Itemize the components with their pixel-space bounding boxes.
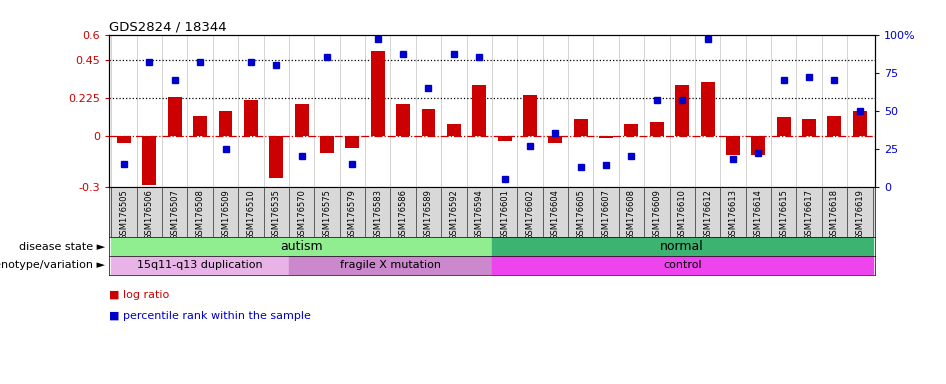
Bar: [143, 136, 156, 185]
Bar: [371, 51, 385, 136]
Bar: [802, 119, 816, 136]
Bar: [270, 136, 283, 178]
Bar: [219, 111, 233, 136]
Bar: [492, 256, 872, 275]
Text: 15q11-q13 duplication: 15q11-q13 duplication: [137, 260, 263, 270]
Bar: [828, 116, 841, 136]
Text: fragile X mutation: fragile X mutation: [340, 260, 441, 270]
Text: GSM176535: GSM176535: [272, 189, 281, 240]
Bar: [573, 119, 587, 136]
Text: GSM176613: GSM176613: [728, 189, 738, 240]
Bar: [294, 104, 308, 136]
Text: GSM176615: GSM176615: [780, 189, 788, 240]
Text: GSM176610: GSM176610: [677, 189, 687, 240]
Bar: [117, 136, 131, 143]
Text: GSM176586: GSM176586: [398, 189, 408, 240]
Text: disease state ►: disease state ►: [19, 242, 105, 252]
Text: GSM176601: GSM176601: [500, 189, 509, 240]
Text: normal: normal: [660, 240, 704, 253]
Text: GSM176507: GSM176507: [170, 189, 179, 240]
Bar: [599, 136, 613, 137]
Text: control: control: [663, 260, 702, 270]
Bar: [244, 101, 258, 136]
Text: GSM176575: GSM176575: [323, 189, 331, 240]
Text: GSM176614: GSM176614: [754, 189, 762, 240]
Text: ■ percentile rank within the sample: ■ percentile rank within the sample: [109, 311, 310, 321]
Text: GSM176604: GSM176604: [551, 189, 560, 240]
Bar: [422, 109, 435, 136]
Bar: [549, 136, 562, 143]
Text: genotype/variation ►: genotype/variation ►: [0, 260, 105, 270]
Text: GSM176609: GSM176609: [653, 189, 661, 240]
Bar: [498, 136, 512, 141]
Text: GSM176508: GSM176508: [196, 189, 204, 240]
Text: GSM176510: GSM176510: [246, 189, 255, 240]
Text: GSM176605: GSM176605: [576, 189, 586, 240]
Bar: [701, 82, 714, 136]
Text: GSM176607: GSM176607: [602, 189, 610, 240]
Bar: [289, 256, 492, 275]
Bar: [492, 237, 872, 256]
Text: GSM176579: GSM176579: [348, 189, 357, 240]
Bar: [167, 97, 182, 136]
Bar: [193, 116, 207, 136]
Text: GSM176608: GSM176608: [627, 189, 636, 240]
Text: GSM176583: GSM176583: [374, 189, 382, 240]
Text: GSM176589: GSM176589: [424, 189, 433, 240]
Bar: [112, 256, 289, 275]
Bar: [726, 136, 740, 155]
Bar: [777, 118, 791, 136]
Text: ■ log ratio: ■ log ratio: [109, 290, 169, 300]
Text: GSM176505: GSM176505: [119, 189, 129, 240]
Text: autism: autism: [280, 240, 323, 253]
Bar: [345, 136, 359, 148]
Text: GDS2824 / 18344: GDS2824 / 18344: [109, 20, 226, 33]
Bar: [853, 111, 867, 136]
Bar: [675, 85, 690, 136]
Text: GSM176617: GSM176617: [805, 189, 814, 240]
Text: GSM176594: GSM176594: [475, 189, 483, 240]
Bar: [320, 136, 334, 153]
Text: GSM176618: GSM176618: [830, 189, 839, 240]
Bar: [112, 237, 492, 256]
Bar: [523, 95, 537, 136]
Bar: [447, 124, 461, 136]
Text: GSM176506: GSM176506: [145, 189, 154, 240]
Bar: [751, 136, 765, 155]
Text: GSM176509: GSM176509: [221, 189, 230, 240]
Bar: [624, 124, 639, 136]
Bar: [472, 85, 486, 136]
Text: GSM176592: GSM176592: [449, 189, 459, 240]
Text: GSM176612: GSM176612: [703, 189, 712, 240]
Text: GSM176570: GSM176570: [297, 189, 307, 240]
Bar: [396, 104, 411, 136]
Bar: [650, 122, 664, 136]
Text: GSM176602: GSM176602: [525, 189, 534, 240]
Text: GSM176619: GSM176619: [855, 189, 865, 240]
